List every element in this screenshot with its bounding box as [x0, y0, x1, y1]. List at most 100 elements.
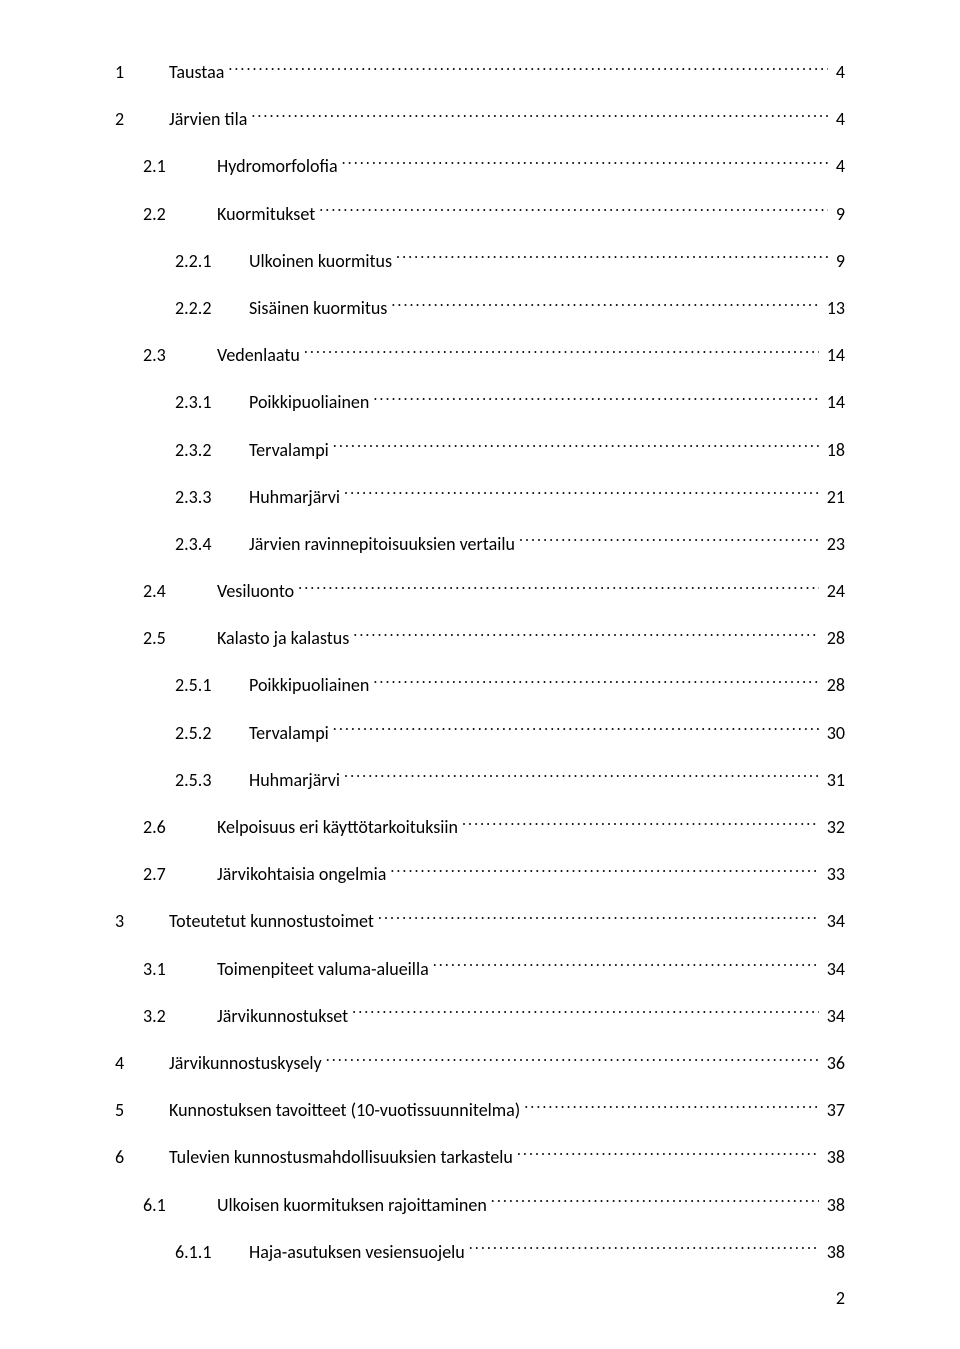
toc-leader-dots: [319, 202, 828, 220]
toc-leader-dots: [391, 296, 818, 314]
toc-entry-page: 38: [823, 1193, 845, 1218]
toc-entry: 2.1Hydromorfolofia4: [143, 154, 845, 179]
toc-entry-page: 34: [823, 1004, 845, 1029]
toc-entry: 2.5.2Tervalampi30: [175, 721, 845, 746]
toc-leader-dots: [396, 249, 828, 267]
toc-entry: 2Järvien tila4: [115, 107, 845, 132]
toc-entry-title: Ulkoinen kuormitus: [249, 249, 392, 274]
toc-entry: 2.5Kalasto ja kalastus 28: [143, 626, 845, 651]
toc-entry-number: 2.1: [143, 154, 217, 179]
toc-entry-title: Poikkipuoliainen: [249, 673, 369, 698]
toc-leader-dots: [251, 107, 828, 125]
toc-entry-number: 3: [115, 909, 169, 934]
toc-leader-dots: [326, 1051, 819, 1069]
toc-entry-page: 37: [823, 1098, 845, 1123]
toc-entry-page: 30: [823, 721, 845, 746]
toc-entry: 6.1.1Haja-asutuksen vesiensuojelu 38: [175, 1240, 845, 1265]
table-of-contents: 1Taustaa42Järvien tila42.1Hydromorfolofi…: [115, 60, 845, 1265]
toc-entry-title: Tervalampi: [249, 438, 329, 463]
toc-entry-title: Kunnostuksen tavoitteet (10-vuotissuunni…: [169, 1098, 520, 1123]
toc-entry: 5Kunnostuksen tavoitteet (10-vuotissuunn…: [115, 1098, 845, 1123]
toc-entry-title: Tervalampi: [249, 721, 329, 746]
toc-entry-number: 2.3.4: [175, 532, 249, 557]
toc-leader-dots: [390, 862, 818, 880]
toc-entry-title: Järvikunnostukset: [217, 1004, 348, 1029]
toc-leader-dots: [469, 1240, 819, 1258]
toc-entry: 2.2Kuormitukset9: [143, 202, 845, 227]
toc-entry-page: 4: [832, 60, 845, 85]
toc-leader-dots: [519, 532, 819, 550]
toc-entry: 2.7Järvikohtaisia ongelmia33: [143, 862, 845, 887]
toc-entry-title: Ulkoisen kuormituksen rajoittaminen: [217, 1193, 487, 1218]
toc-leader-dots: [491, 1193, 819, 1211]
toc-entry: 1Taustaa4: [115, 60, 845, 85]
toc-entry: 2.3.4Järvien ravinnepitoisuuksien vertai…: [175, 532, 845, 557]
toc-entry-page: 14: [823, 343, 845, 368]
toc-leader-dots: [333, 721, 819, 739]
toc-leader-dots: [353, 626, 818, 644]
toc-entry-number: 2.5: [143, 626, 217, 651]
toc-leader-dots: [344, 485, 819, 503]
toc-entry-number: 2.3.3: [175, 485, 249, 510]
toc-entry-number: 2.2.1: [175, 249, 249, 274]
toc-leader-dots: [433, 957, 819, 975]
toc-entry: 2.3.2Tervalampi 18: [175, 438, 845, 463]
toc-entry-number: 2.3.1: [175, 390, 249, 415]
toc-entry-title: Järvikohtaisia ongelmia: [217, 862, 386, 887]
toc-entry-number: 2.2: [143, 202, 217, 227]
toc-entry-page: 32: [823, 815, 845, 840]
toc-entry-page: 38: [823, 1240, 845, 1265]
toc-entry-number: 5: [115, 1098, 169, 1123]
toc-leader-dots: [228, 60, 828, 78]
toc-entry-number: 6.1: [143, 1193, 217, 1218]
toc-entry: 2.3.3Huhmarjärvi 21: [175, 485, 845, 510]
toc-entry-page: 18: [823, 438, 845, 463]
toc-entry-page: 28: [823, 626, 845, 651]
toc-entry-number: 2.4: [143, 579, 217, 604]
toc-entry-number: 3.2: [143, 1004, 217, 1029]
toc-leader-dots: [333, 438, 819, 456]
toc-entry: 2.3Vedenlaatu14: [143, 343, 845, 368]
toc-leader-dots: [344, 768, 819, 786]
toc-entry-number: 1: [115, 60, 169, 85]
toc-leader-dots: [342, 154, 828, 172]
toc-entry-number: 6.1.1: [175, 1240, 249, 1265]
toc-entry-title: Hydromorfolofia: [217, 154, 338, 179]
toc-entry-title: Järvien tila: [169, 107, 247, 132]
toc-entry: 6Tulevien kunnostusmahdollisuuksien tark…: [115, 1145, 845, 1170]
toc-entry-page: 28: [823, 673, 845, 698]
toc-entry-title: Huhmarjärvi: [249, 485, 340, 510]
toc-entry: 3.1Toimenpiteet valuma-alueilla34: [143, 957, 845, 982]
toc-entry: 2.5.1Poikkipuoliainen28: [175, 673, 845, 698]
toc-leader-dots: [517, 1145, 819, 1163]
toc-entry-number: 2.3.2: [175, 438, 249, 463]
toc-entry-page: 4: [832, 107, 845, 132]
toc-entry-number: 4: [115, 1051, 169, 1076]
toc-leader-dots: [352, 1004, 819, 1022]
toc-entry: 2.2.1Ulkoinen kuormitus 9: [175, 249, 845, 274]
toc-entry: 6.1Ulkoisen kuormituksen rajoittaminen 38: [143, 1193, 845, 1218]
toc-entry-number: 2.6: [143, 815, 217, 840]
toc-entry-page: 21: [823, 485, 845, 510]
toc-entry-number: 2.2.2: [175, 296, 249, 321]
toc-entry-page: 34: [823, 909, 845, 934]
toc-entry-number: 2.5.3: [175, 768, 249, 793]
toc-entry-title: Haja-asutuksen vesiensuojelu: [249, 1240, 465, 1265]
page-number: 2: [836, 1287, 845, 1309]
toc-entry-title: Huhmarjärvi: [249, 768, 340, 793]
toc-entry-number: 3.1: [143, 957, 217, 982]
toc-leader-dots: [462, 815, 819, 833]
toc-entry-title: Kalasto ja kalastus: [217, 626, 349, 651]
toc-entry-page: 14: [823, 390, 845, 415]
toc-entry-page: 36: [823, 1051, 845, 1076]
toc-entry: 3.2Järvikunnostukset 34: [143, 1004, 845, 1029]
toc-entry-page: 38: [823, 1145, 845, 1170]
toc-entry-page: 9: [832, 249, 845, 274]
toc-entry-page: 23: [823, 532, 845, 557]
toc-entry-title: Kuormitukset: [217, 202, 315, 227]
toc-entry-page: 31: [823, 768, 845, 793]
toc-entry-title: Kelpoisuus eri käyttötarkoituksiin: [217, 815, 458, 840]
toc-entry: 2.4Vesiluonto24: [143, 579, 845, 604]
toc-leader-dots: [298, 579, 819, 597]
toc-entry-title: Vesiluonto: [217, 579, 294, 604]
